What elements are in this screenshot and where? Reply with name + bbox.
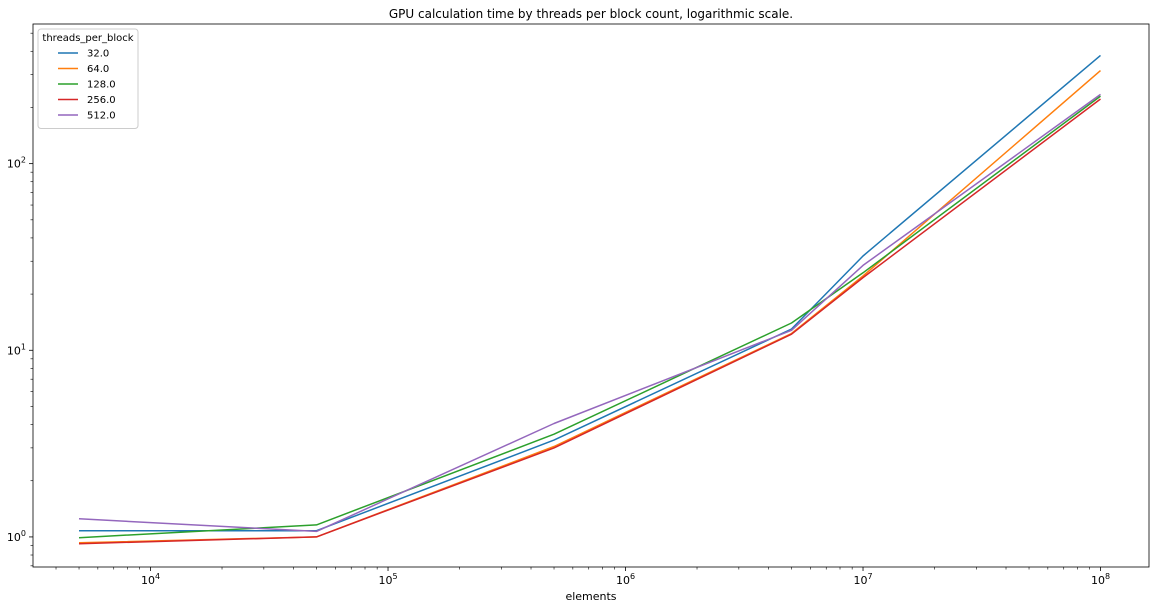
legend-box	[37, 28, 139, 129]
legend-entry-label: 512.0	[87, 111, 116, 122]
y-tick-label: 101	[7, 342, 26, 357]
plot-background	[33, 24, 1149, 567]
series-lines	[78, 54, 1101, 545]
series-line-256-0	[78, 98, 1101, 545]
legend-entry-label: 64.0	[87, 64, 109, 75]
y-tick-label: 102	[7, 156, 26, 171]
y-axis-ticks: 100 101 102	[7, 156, 33, 544]
x-tick-label: 105	[378, 572, 397, 587]
legend: threads_per_block 32.0 64.0 128.0 256.0 512.0	[37, 28, 139, 129]
legend-title: threads_per_block	[42, 33, 133, 44]
legend-entry-label: 128.0	[87, 80, 116, 91]
x-tick-label: 104	[141, 572, 160, 587]
legend-entry-label: 256.0	[87, 95, 116, 106]
x-axis-label: elements	[565, 590, 616, 603]
legend-entry-label: 32.0	[87, 49, 109, 60]
y-minor-ticks	[30, 32, 33, 567]
chart-title: GPU calculation time by threads per bloc…	[389, 7, 793, 21]
series-line-128-0	[78, 95, 1101, 539]
y-tick-label: 100	[7, 529, 26, 544]
plot-frame	[32, 23, 1150, 568]
x-tick-label: 106	[616, 572, 635, 587]
x-minor-ticks	[55, 567, 1090, 570]
x-tick-label: 108	[1091, 572, 1110, 587]
x-axis-ticks: 104 105 106 107 108	[141, 567, 1110, 587]
x-tick-label: 107	[853, 572, 872, 587]
series-line-32-0	[79, 54, 1101, 532]
series-line-512-0	[78, 93, 1101, 533]
